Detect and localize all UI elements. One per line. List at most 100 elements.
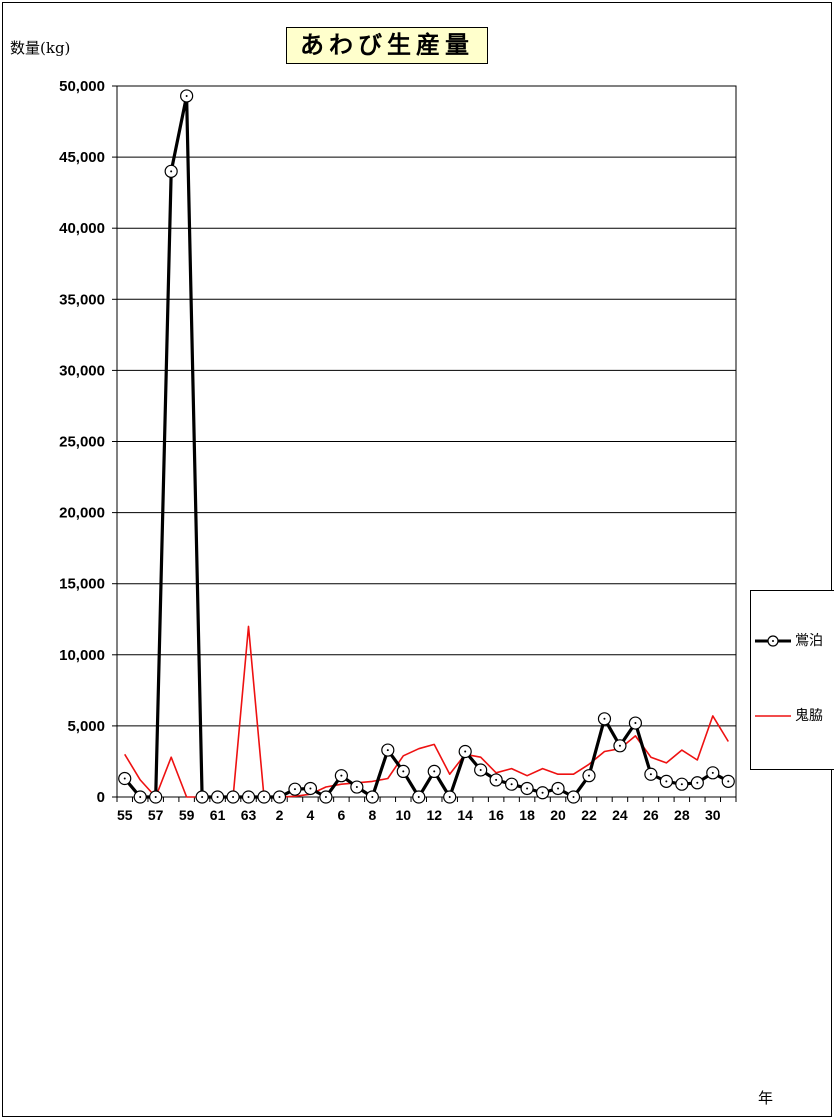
data-point-dot	[263, 796, 266, 798]
data-point	[365, 790, 379, 804]
data-point-dot	[293, 788, 296, 791]
data-point-dot	[479, 768, 482, 771]
data-point	[381, 743, 395, 757]
data-point	[226, 790, 240, 804]
data-point	[180, 89, 194, 103]
x-tick-label: 24	[612, 807, 628, 823]
x-tick-label: 18	[519, 807, 535, 823]
data-point	[118, 771, 132, 786]
data-point-dot	[154, 796, 157, 798]
data-point	[241, 790, 256, 804]
gridlines	[117, 156, 736, 727]
data-point-dot	[355, 786, 358, 789]
data-point-dot	[510, 783, 513, 786]
x-tick-label: 61	[210, 807, 226, 823]
x-tick-label: 14	[457, 807, 473, 823]
data-point-dot	[495, 778, 498, 781]
y-tick-label: 20,000	[59, 505, 105, 522]
y-tick-label: 45,000	[59, 149, 105, 166]
x-tick-label: 63	[241, 807, 257, 823]
data-point-dot	[278, 796, 281, 798]
data-point	[257, 790, 271, 804]
data-point-dot	[665, 780, 668, 783]
series-line-1	[124, 625, 729, 798]
data-point	[303, 781, 318, 796]
x-tick-label: 10	[395, 807, 411, 823]
data-point-dot	[572, 796, 575, 798]
data-point	[164, 164, 178, 178]
legend-label: 鬼脇	[795, 708, 823, 724]
data-point-dot	[464, 750, 467, 753]
data-point-dot	[216, 796, 219, 798]
chart-title: あわび生産量	[286, 27, 488, 64]
data-point-dot	[711, 771, 714, 774]
y-tick-label: 50,000	[59, 78, 105, 95]
data-point	[505, 777, 519, 791]
y-tick-label: 5,000	[67, 718, 105, 735]
x-tick-label: 55	[117, 807, 133, 823]
legend-marker-black	[755, 635, 791, 647]
data-point	[706, 766, 720, 780]
legend: 鴬泊 鬼脇	[750, 590, 834, 770]
y-tick-label: 25,000	[59, 434, 105, 451]
data-point-dot	[603, 717, 606, 720]
series-line-0	[123, 94, 730, 799]
data-point	[319, 790, 333, 804]
y-tick-label: 30,000	[59, 362, 105, 379]
data-point-dot	[371, 796, 374, 798]
data-point-dot	[123, 777, 126, 780]
data-point	[412, 790, 426, 804]
data-point	[520, 781, 534, 796]
data-point-dot	[170, 170, 173, 173]
y-tick-label: 35,000	[59, 291, 105, 308]
data-point	[350, 780, 364, 794]
data-point-dot	[448, 796, 451, 798]
data-point	[644, 767, 658, 781]
data-point-dot	[185, 94, 188, 97]
data-point-dot	[309, 787, 312, 790]
data-point	[334, 769, 348, 783]
data-point	[489, 773, 503, 787]
data-point	[582, 769, 596, 783]
data-point-dot	[557, 787, 560, 790]
legend-label: 鴬泊	[795, 633, 823, 649]
data-point	[628, 716, 643, 730]
x-tick-label: 4	[307, 807, 315, 823]
y-tick-label: 10,000	[59, 647, 105, 664]
x-tick-label: 20	[550, 807, 566, 823]
y-axis-ticks: 0 5,000 10,000 15,000 20,000 25,000 30,000 35,0…	[59, 78, 117, 806]
data-point	[458, 744, 472, 759]
x-tick-label: 22	[581, 807, 597, 823]
data-point	[474, 763, 488, 777]
x-tick-label: 57	[148, 807, 164, 823]
legend-item-oniwaki: 鬼脇	[751, 706, 834, 726]
x-tick-label: 2	[276, 807, 284, 823]
data-point	[396, 764, 410, 779]
data-point	[566, 790, 581, 804]
x-tick-label: 28	[674, 807, 690, 823]
data-point	[272, 790, 287, 804]
data-point-dot	[433, 770, 436, 773]
data-point	[675, 777, 689, 791]
data-point-dot	[324, 796, 327, 798]
x-axis-unit-label: 年	[758, 1089, 774, 1107]
y-tick-label: 0	[97, 789, 105, 806]
x-axis-ticks: 55 57 59 61 63 2 4 6 8 10 12 14 16 18 20 22 24 26 28 30	[116, 797, 737, 823]
data-point	[690, 776, 704, 790]
legend-item-uguisudomari: 鴬泊	[751, 631, 834, 651]
x-tick-label: 12	[426, 807, 442, 823]
data-point-dot	[618, 744, 621, 747]
data-point-dot	[526, 787, 529, 790]
data-point	[535, 786, 550, 800]
data-point-dot	[587, 774, 590, 777]
series-group	[118, 89, 735, 804]
x-tick-label: 6	[337, 807, 345, 823]
data-point-dot	[417, 796, 420, 798]
data-point	[288, 782, 302, 796]
data-point-dot	[696, 781, 699, 784]
data-point	[659, 774, 673, 788]
y-tick-label: 15,000	[59, 576, 105, 593]
x-tick-label: 16	[488, 807, 504, 823]
